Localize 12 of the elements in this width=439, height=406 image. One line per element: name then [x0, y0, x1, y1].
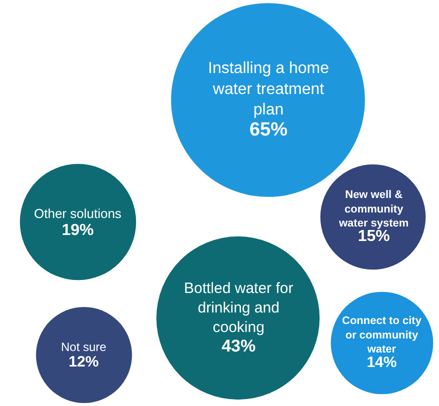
category-label: Other solutions [34, 206, 122, 221]
category-label: Bottled water for drinking and cooking [184, 280, 294, 336]
data-label: 15% [358, 228, 390, 245]
data-label: 65% [249, 119, 288, 140]
category-label: New well & community water system [338, 189, 409, 230]
category-label: Connect to city or community water [342, 315, 422, 356]
data-label: 19% [62, 222, 94, 239]
category-label: Installing a home water treatment plan [208, 60, 330, 119]
data-label: 43% [222, 336, 256, 356]
data-label: 12% [68, 354, 99, 371]
category-label: Not sure [61, 340, 107, 354]
data-label: 14% [366, 354, 397, 371]
